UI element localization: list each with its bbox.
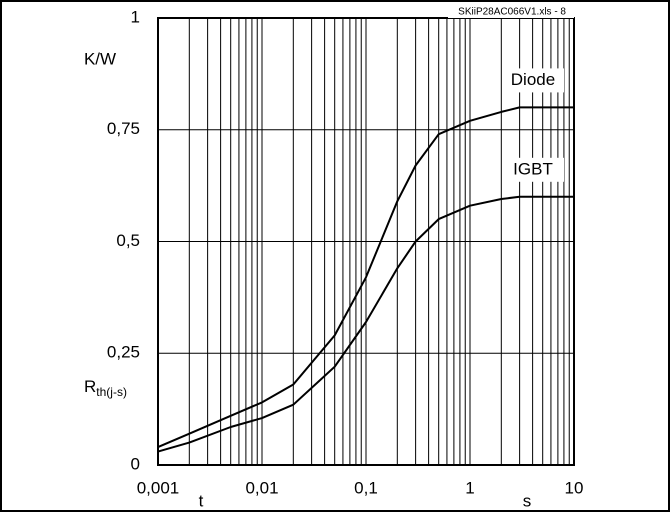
x-tick-label: 1 [465,478,474,497]
legend-bg [502,157,564,182]
y-tick-label: 0,75 [107,119,140,138]
title-bg [448,5,574,18]
plot-border [157,17,575,466]
y-label-main: R [84,377,96,396]
x-tick-label: 10 [565,478,584,497]
x-tick-label: 0,1 [354,478,378,497]
x-tick-label: 0,01 [245,478,278,497]
y-tick-label: 0 [131,454,140,473]
y-tick-label: 1 [131,7,140,26]
series-line [157,106,574,449]
y-tick-label: 0,5 [116,231,140,250]
x-tick-label: 0,001 [137,478,180,497]
series-line [157,195,574,453]
legend-label: IGBT [513,159,553,178]
y-unit: K/W [84,49,116,68]
chart-title: SKiiP28AC066V1.xls - 8 [458,7,566,18]
y-label: Rth(j-s) [84,377,127,399]
legend-bg [502,68,564,93]
x-label: t [199,491,204,510]
y-tick-label: 0,25 [107,343,140,362]
marks [157,106,574,453]
x-unit: s [523,491,532,510]
legend-label: Diode [511,70,555,89]
y-label-sub: th(j-s) [96,385,127,399]
